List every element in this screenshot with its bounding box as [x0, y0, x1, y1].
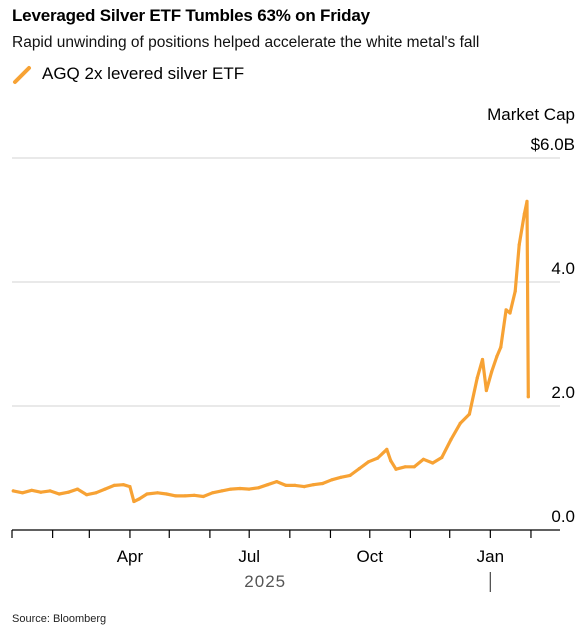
data-point	[210, 491, 215, 495]
data-point	[394, 467, 398, 471]
data-point	[30, 488, 34, 492]
data-point	[128, 485, 132, 489]
x-tick-label: Oct	[357, 547, 384, 566]
y-tick-label: 0.0	[551, 507, 575, 526]
data-point	[389, 459, 393, 463]
data-point	[526, 395, 530, 399]
y-axis-label: Market Cap	[487, 105, 575, 124]
data-point	[513, 289, 517, 293]
data-point	[467, 412, 471, 416]
data-point	[339, 475, 343, 479]
data-point	[11, 489, 15, 493]
grid-lines	[12, 157, 560, 407]
data-point	[137, 497, 141, 501]
data-point	[311, 483, 315, 487]
data-point	[412, 465, 416, 469]
data-point	[421, 457, 426, 461]
data-point	[155, 491, 160, 495]
data-point	[266, 483, 270, 487]
data-point	[504, 308, 508, 312]
data-point	[330, 478, 334, 482]
source-note: Source: Bloomberg	[12, 613, 107, 625]
data-point	[48, 489, 52, 493]
x-tick-label: Apr	[117, 547, 144, 566]
data-point	[403, 465, 407, 469]
data-point	[275, 480, 279, 484]
data-point	[525, 199, 529, 203]
data-point	[145, 492, 149, 496]
data-point	[183, 494, 187, 498]
data-point	[112, 483, 116, 487]
data-point	[165, 492, 169, 496]
line-chart: 0.0 2.0 4.0 $6.0B Market Cap Apr Jul Oct Jan 2025	[11, 105, 575, 592]
data-point	[522, 212, 527, 216]
legend-label: AGQ 2x levered silver ETF	[42, 64, 245, 83]
data-point	[366, 460, 371, 464]
data-point	[201, 494, 205, 499]
chart-title: Leveraged Silver ETF Tumbles 63% on Frid…	[12, 6, 370, 25]
data-point	[192, 493, 196, 497]
data-point	[20, 491, 25, 495]
y-tick-label: 4.0	[551, 259, 575, 278]
data-point	[517, 243, 521, 247]
data-point	[348, 473, 352, 477]
data-point	[440, 455, 444, 460]
data-point	[508, 311, 512, 315]
data-point	[121, 483, 125, 487]
data-point	[431, 461, 435, 465]
data-point	[480, 357, 485, 362]
data-point	[357, 467, 361, 471]
chart-subtitle: Rapid unwinding of positions helped acce…	[12, 34, 480, 51]
data-point	[284, 483, 288, 487]
data-point	[57, 492, 61, 496]
data-point	[449, 437, 453, 442]
data-point	[484, 388, 488, 393]
series-line	[11, 199, 530, 504]
series-layer	[11, 199, 530, 504]
data-point	[220, 489, 224, 493]
data-point	[238, 486, 242, 491]
x-year-label: 2025	[244, 572, 286, 591]
data-point	[174, 494, 178, 498]
data-point	[103, 487, 107, 491]
x-tick-label: Jul	[238, 547, 260, 566]
data-point	[490, 370, 494, 374]
data-point	[302, 485, 306, 489]
data-point	[229, 487, 233, 491]
data-point	[495, 354, 499, 358]
data-point	[293, 483, 297, 487]
data-point	[39, 490, 43, 494]
legend: AGQ 2x levered silver ETF	[12, 62, 244, 86]
data-point	[75, 487, 80, 491]
x-axis	[11, 529, 560, 592]
data-point	[475, 376, 479, 380]
data-point	[247, 487, 251, 491]
data-point	[256, 486, 260, 490]
data-point	[66, 490, 70, 494]
x-tick-label: Jan	[477, 547, 504, 566]
data-point	[94, 491, 98, 495]
data-point	[376, 456, 380, 460]
data-point	[385, 447, 389, 451]
data-point	[321, 481, 325, 486]
axis-labels: 0.0 2.0 4.0 $6.0B Market Cap Apr Jul Oct Jan 2025	[117, 105, 575, 591]
data-point	[85, 493, 89, 497]
data-point	[458, 421, 462, 425]
data-point	[132, 499, 136, 504]
y-tick-label: 2.0	[551, 383, 575, 402]
y-tick-label: $6.0B	[531, 135, 575, 154]
legend-swatch-icon	[13, 66, 31, 84]
data-point	[499, 345, 503, 349]
